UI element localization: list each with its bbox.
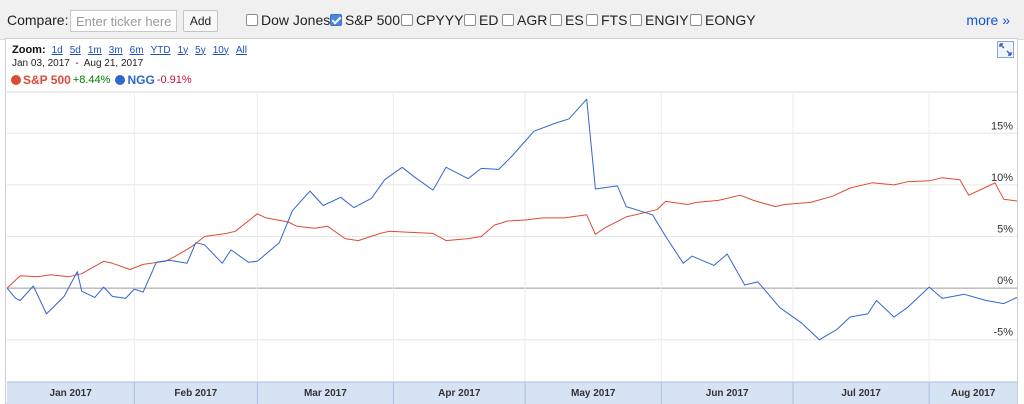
- x-month-label: Aug 2017: [951, 388, 996, 399]
- compare-item-label: FTS: [601, 12, 628, 28]
- fts-checkbox[interactable]: [586, 14, 598, 26]
- zoom-ytd[interactable]: YTD: [150, 44, 171, 56]
- ed-checkbox[interactable]: [464, 14, 476, 26]
- y-tick-label: 10%: [991, 172, 1013, 184]
- ngg-legend-name: NGG: [127, 73, 155, 87]
- date-range: Jan 03, 2017 - Aug 21, 2017: [12, 58, 144, 69]
- x-month-label: Feb 2017: [174, 388, 217, 399]
- ngg-legend-dot: [115, 75, 126, 85]
- more-link[interactable]: more »: [966, 12, 1010, 28]
- zoom-5d[interactable]: 5d: [69, 44, 81, 56]
- x-month-label: Apr 2017: [438, 388, 481, 399]
- zoom-1m[interactable]: 1m: [87, 44, 102, 56]
- compare-item-label: ED: [479, 12, 499, 28]
- zoom-all[interactable]: All: [235, 44, 247, 56]
- compare-item-agr[interactable]: AGR: [502, 12, 547, 28]
- compare-item-label: CPYYY: [416, 12, 464, 28]
- y-tick-label: 0%: [997, 275, 1013, 287]
- x-month-label: Jul 2017: [841, 388, 881, 399]
- y-tick-label: 15%: [991, 120, 1013, 132]
- y-tick-label: 5%: [997, 224, 1013, 236]
- y-tick-label: -5%: [993, 327, 1013, 339]
- compare-item-label: Dow Jones: [261, 12, 331, 28]
- compare-item-dow-jones[interactable]: Dow Jones: [246, 12, 330, 28]
- sp500-legend-name: S&P 500: [23, 73, 71, 87]
- sp500-legend-dot: [11, 75, 21, 85]
- compare-item-cpyyy[interactable]: CPYYY: [401, 12, 463, 28]
- compare-item-eongy[interactable]: EONGY: [690, 12, 756, 28]
- sp500-line: [6, 177, 1018, 289]
- zoom-5y[interactable]: 5y: [195, 44, 206, 56]
- compare-toolbar: Compare: Add Dow Jones S&P 500 CPYYY ED …: [0, 0, 1024, 40]
- compare-item-label: ES: [565, 12, 584, 28]
- compare-item-es[interactable]: ES: [550, 12, 584, 28]
- zoom-label: Zoom:: [12, 44, 46, 56]
- add-ticker-button[interactable]: Add: [183, 10, 218, 32]
- es-checkbox[interactable]: [550, 14, 562, 26]
- ngg-line: [6, 98, 1018, 341]
- x-month-label: Mar 2017: [304, 388, 347, 399]
- sp500-legend-change: +8.44%: [72, 74, 111, 86]
- compare-item-sp500[interactable]: S&P 500: [330, 12, 400, 28]
- zoom-controls: Zoom: 1d 5d 1m 3m 6m YTD 1y 5y 10y All: [12, 43, 254, 57]
- compare-item-engiy[interactable]: ENGIY: [630, 12, 689, 28]
- ticker-input[interactable]: [70, 10, 177, 32]
- x-month-label: Jun 2017: [706, 388, 749, 399]
- compare-item-label: EONGY: [705, 12, 756, 28]
- compare-item-fts[interactable]: FTS: [586, 12, 627, 28]
- x-month-label: Jan 2017: [50, 388, 93, 399]
- fullscreen-icon[interactable]: [997, 41, 1014, 58]
- timeline-navigator: [7, 382, 1017, 404]
- compare-item-label: AGR: [517, 12, 548, 28]
- dow-jones-checkbox[interactable]: [246, 14, 258, 26]
- zoom-1y[interactable]: 1y: [177, 44, 189, 56]
- agr-checkbox[interactable]: [502, 14, 514, 26]
- compare-item-label: ENGIY: [645, 12, 689, 28]
- eongy-checkbox[interactable]: [690, 14, 702, 26]
- chart-legend: S&P 500 +8.44% NGG -0.91%: [11, 73, 197, 87]
- zoom-6m[interactable]: 6m: [129, 44, 144, 56]
- sp500-checkbox[interactable]: [330, 14, 342, 26]
- zoom-1d[interactable]: 1d: [51, 44, 63, 56]
- engiy-checkbox[interactable]: [630, 14, 642, 26]
- ngg-legend-change: -0.91%: [156, 74, 192, 86]
- zoom-10y[interactable]: 10y: [212, 44, 229, 56]
- compare-item-ed[interactable]: ED: [464, 12, 498, 28]
- cpyyy-checkbox[interactable]: [401, 14, 413, 26]
- compare-item-label: S&P 500: [345, 12, 401, 28]
- compare-label: Compare:: [7, 12, 69, 28]
- x-month-label: May 2017: [571, 388, 616, 399]
- zoom-3m[interactable]: 3m: [108, 44, 123, 56]
